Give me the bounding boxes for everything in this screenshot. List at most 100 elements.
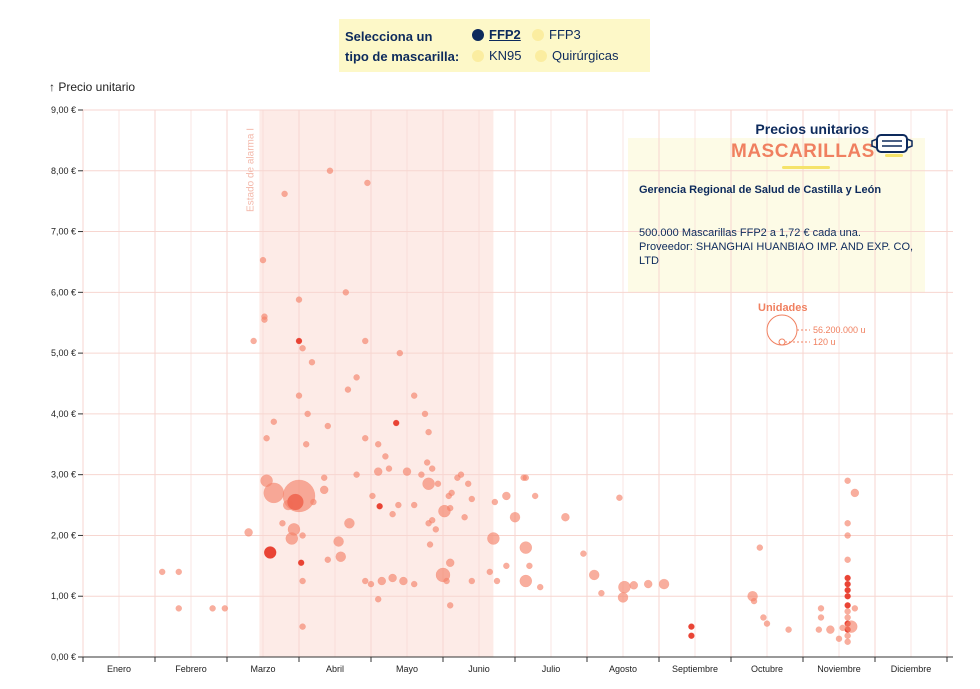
data-point[interactable]	[261, 316, 268, 323]
data-point[interactable]	[526, 562, 533, 570]
data-point[interactable]	[396, 349, 404, 357]
data-point[interactable]	[844, 520, 851, 527]
data-point[interactable]	[844, 632, 851, 639]
data-point[interactable]	[760, 614, 767, 621]
data-point[interactable]	[844, 638, 851, 646]
data-point[interactable]	[342, 289, 350, 296]
data-point[interactable]	[844, 574, 851, 582]
data-point[interactable]	[617, 592, 629, 603]
data-point[interactable]	[344, 386, 352, 393]
data-point[interactable]	[493, 577, 501, 585]
data-point[interactable]	[817, 614, 825, 621]
data-point[interactable]	[421, 410, 429, 418]
data-point[interactable]	[279, 520, 286, 527]
data-point[interactable]	[658, 578, 670, 590]
data-point[interactable]	[376, 503, 383, 510]
data-point[interactable]	[361, 434, 369, 442]
data-point[interactable]	[688, 632, 695, 639]
data-point[interactable]	[850, 488, 860, 498]
data-point[interactable]	[519, 574, 533, 588]
data-point[interactable]	[763, 620, 771, 627]
data-point[interactable]	[519, 541, 533, 554]
data-point[interactable]	[425, 428, 432, 436]
option-ffp2[interactable]: FFP2	[472, 27, 521, 42]
data-point[interactable]	[750, 597, 758, 605]
data-point[interactable]	[320, 474, 328, 481]
data-point[interactable]	[361, 337, 369, 345]
data-point[interactable]	[295, 392, 303, 399]
data-point[interactable]	[353, 471, 360, 478]
data-point[interactable]	[817, 605, 825, 612]
data-point[interactable]	[299, 532, 306, 539]
data-point[interactable]	[561, 512, 570, 522]
data-point[interactable]	[785, 626, 792, 633]
data-point[interactable]	[287, 523, 301, 536]
data-point[interactable]	[844, 614, 851, 621]
data-point[interactable]	[335, 551, 347, 562]
data-point[interactable]	[399, 576, 408, 586]
data-point[interactable]	[844, 477, 851, 484]
data-point[interactable]	[324, 422, 332, 430]
data-point[interactable]	[536, 583, 544, 591]
data-point[interactable]	[461, 513, 468, 521]
data-point[interactable]	[369, 492, 376, 500]
data-point[interactable]	[487, 532, 500, 545]
data-point[interactable]	[491, 498, 499, 506]
data-point[interactable]	[374, 441, 382, 448]
data-point[interactable]	[688, 623, 695, 630]
data-point[interactable]	[244, 528, 253, 537]
data-point[interactable]	[598, 589, 605, 597]
data-point[interactable]	[428, 517, 436, 524]
data-point[interactable]	[299, 577, 306, 585]
data-point[interactable]	[835, 635, 843, 643]
data-point[interactable]	[385, 465, 393, 472]
data-point[interactable]	[486, 568, 494, 576]
data-point[interactable]	[522, 474, 530, 481]
data-point[interactable]	[373, 467, 383, 476]
data-point[interactable]	[839, 624, 846, 632]
data-point[interactable]	[324, 556, 332, 564]
data-point[interactable]	[310, 498, 317, 506]
data-point[interactable]	[428, 465, 436, 472]
data-point[interactable]	[616, 494, 623, 502]
data-point[interactable]	[402, 467, 412, 476]
data-point[interactable]	[263, 482, 285, 504]
data-point[interactable]	[509, 511, 521, 523]
data-point[interactable]	[422, 477, 435, 491]
data-point[interactable]	[304, 410, 311, 418]
data-point[interactable]	[629, 581, 639, 590]
data-point[interactable]	[464, 480, 472, 488]
data-point[interactable]	[259, 256, 267, 264]
data-point[interactable]	[448, 489, 455, 497]
data-point[interactable]	[410, 501, 418, 509]
option-ffp3[interactable]: FFP3	[532, 27, 581, 42]
data-point[interactable]	[326, 167, 334, 175]
data-point[interactable]	[263, 434, 270, 442]
data-point[interactable]	[295, 337, 303, 345]
data-point[interactable]	[333, 536, 344, 547]
data-point[interactable]	[844, 602, 851, 609]
data-point[interactable]	[175, 605, 183, 612]
data-point[interactable]	[410, 392, 418, 399]
data-point[interactable]	[395, 501, 402, 509]
data-point[interactable]	[643, 579, 653, 589]
data-point[interactable]	[457, 471, 465, 478]
data-point[interactable]	[844, 532, 851, 539]
data-point[interactable]	[388, 573, 397, 583]
data-point[interactable]	[531, 492, 539, 500]
data-point[interactable]	[281, 190, 288, 198]
data-point[interactable]	[299, 344, 306, 352]
data-point[interactable]	[468, 495, 476, 503]
data-point[interactable]	[209, 605, 216, 612]
data-point[interactable]	[446, 602, 454, 609]
data-point[interactable]	[282, 479, 316, 513]
data-point[interactable]	[389, 510, 396, 518]
data-point[interactable]	[580, 550, 587, 557]
data-point[interactable]	[432, 526, 440, 533]
data-point[interactable]	[826, 625, 835, 634]
data-point[interactable]	[344, 518, 355, 529]
data-point[interactable]	[392, 419, 400, 427]
data-point[interactable]	[158, 568, 166, 576]
data-point[interactable]	[844, 608, 851, 615]
data-point[interactable]	[418, 471, 425, 478]
